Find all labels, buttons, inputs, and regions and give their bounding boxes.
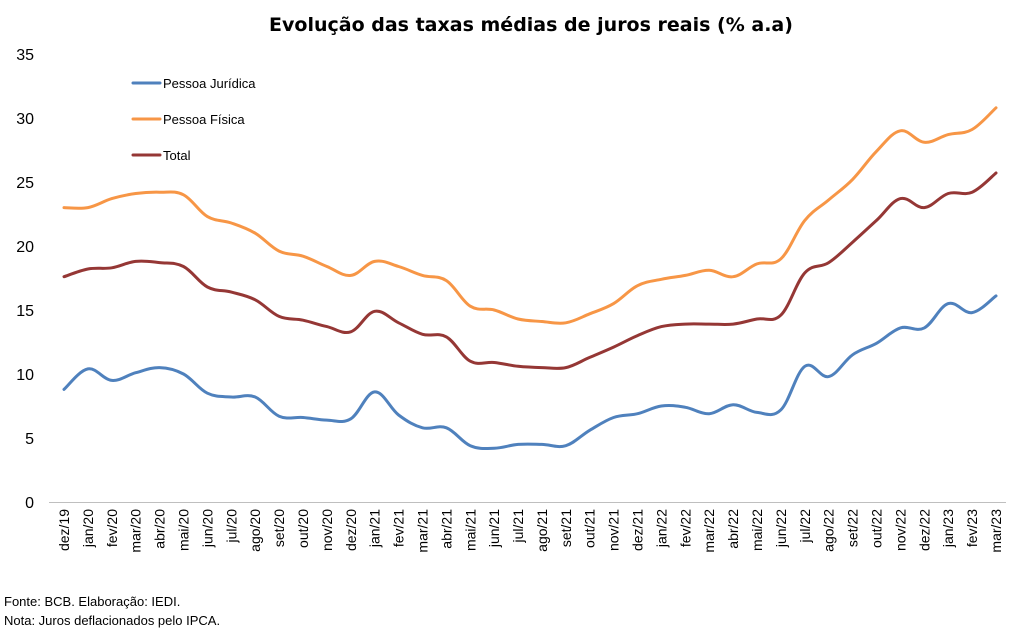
x-tick-label: nov/21 — [606, 509, 622, 551]
x-tick-label: mar/20 — [128, 509, 144, 553]
legend-label: Pessoa Jurídica — [163, 76, 256, 91]
x-axis: dez/19 jan/20 fev/20 mar/20 abr/20 mai/20 jun/… — [49, 502, 1006, 553]
x-tick-label: fev/21 — [391, 509, 407, 547]
x-tick-label: ago/21 — [534, 509, 550, 552]
legend-label: Pessoa Física — [163, 112, 245, 127]
x-tick-label: ago/22 — [821, 509, 837, 552]
y-tick-label: 5 — [25, 431, 34, 448]
x-tick-label: jun/21 — [486, 509, 502, 548]
series-lines — [62, 106, 998, 451]
y-tick-label: 10 — [16, 367, 34, 384]
y-tick-label: 15 — [16, 303, 34, 320]
series-line-pessoa-juridica — [62, 294, 998, 451]
series-line-pessoa-fisica — [62, 106, 998, 325]
x-tick-label: abr/21 — [438, 509, 454, 549]
x-tick-label: out/20 — [295, 509, 311, 548]
y-tick-label: 30 — [16, 111, 34, 128]
legend: Pessoa Jurídica Pessoa Física Total — [131, 76, 256, 163]
x-tick-label: fev/23 — [964, 509, 980, 547]
y-tick-label: 35 — [16, 47, 34, 64]
x-tick-label: jan/20 — [80, 509, 96, 548]
y-tick-label: 0 — [25, 495, 34, 512]
x-tick-label: abr/20 — [152, 509, 168, 549]
x-tick-label: mar/23 — [988, 509, 1004, 553]
x-tick-label: dez/19 — [56, 509, 72, 551]
x-tick-label: set/22 — [845, 509, 861, 547]
x-tick-label: set/21 — [558, 509, 574, 547]
source-note: Fonte: BCB. Elaboração: IEDI. — [4, 594, 181, 609]
x-tick-label: nov/20 — [319, 509, 335, 551]
y-tick-label: 20 — [16, 239, 34, 256]
x-tick-label: dez/20 — [343, 509, 359, 551]
x-tick-label: jul/21 — [510, 509, 526, 544]
x-tick-label: jun/22 — [773, 509, 789, 548]
x-tick-label: fev/20 — [104, 509, 120, 547]
x-tick-label: out/21 — [582, 509, 598, 548]
x-tick-label: jul/22 — [797, 509, 813, 544]
x-tick-label: jan/22 — [653, 509, 669, 548]
x-tick-label: abr/22 — [725, 509, 741, 549]
footnote: Nota: Juros deflacionados pelo IPCA. — [4, 613, 221, 628]
x-tick-label: out/22 — [869, 509, 885, 548]
x-tick-label: dez/22 — [916, 509, 932, 551]
x-tick-label: jun/20 — [199, 509, 215, 548]
legend-label: Total — [163, 148, 191, 163]
y-tick-label: 25 — [16, 175, 34, 192]
x-tick-label: nov/22 — [892, 509, 908, 551]
x-tick-label: mar/21 — [414, 509, 430, 553]
x-tick-label: mai/22 — [749, 509, 765, 551]
x-tick-label: jan/21 — [367, 509, 383, 548]
x-tick-label: mai/21 — [462, 509, 478, 551]
x-tick-label: ago/20 — [247, 509, 263, 552]
x-tick-label: dez/21 — [630, 509, 646, 551]
series-line-total — [62, 171, 998, 370]
x-tick-label: set/20 — [271, 509, 287, 547]
x-tick-label: jan/23 — [940, 509, 956, 548]
x-tick-label: mar/22 — [701, 509, 717, 553]
y-axis: 0 5 10 15 20 25 30 35 — [16, 47, 34, 512]
chart-title: Evolução das taxas médias de juros reais… — [269, 14, 793, 36]
x-tick-label: jul/20 — [223, 509, 239, 544]
x-tick-label: mai/20 — [175, 509, 191, 551]
x-tick-label: fev/22 — [677, 509, 693, 547]
line-chart: Evolução das taxas médias de juros reais… — [16, 14, 1006, 553]
